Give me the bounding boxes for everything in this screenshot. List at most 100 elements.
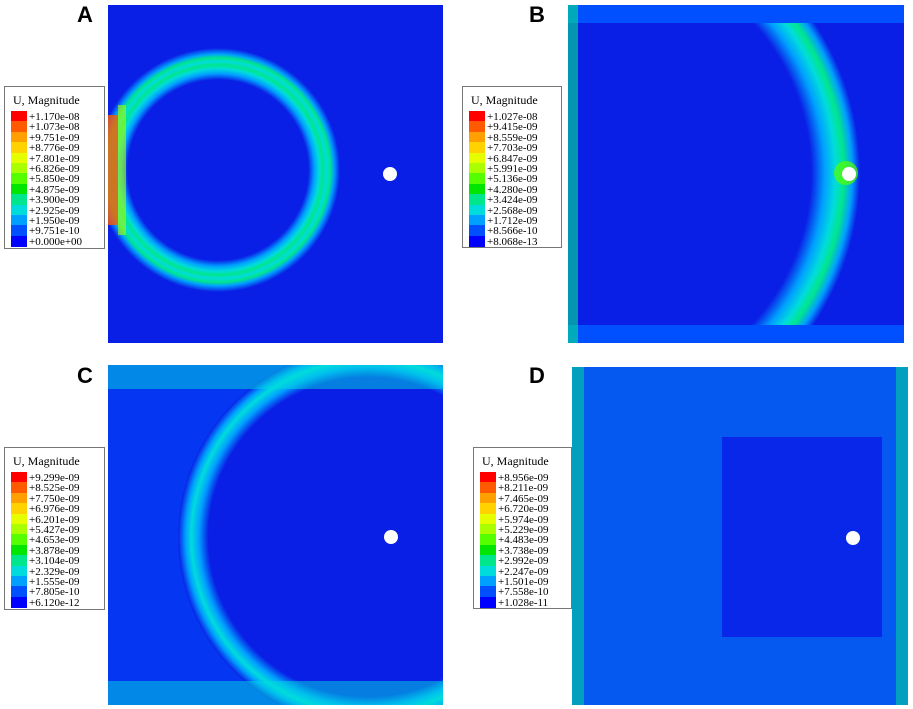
legend-swatch <box>11 503 27 515</box>
panel-b: B U, Magnitude <box>456 0 913 350</box>
reflection-left <box>572 367 584 705</box>
legend-value: +5.974e-09 <box>498 513 549 526</box>
legend-value: +9.751e-09 <box>29 131 80 144</box>
panel-a: A U, Magnit <box>0 0 456 350</box>
legend-swatch <box>469 111 485 122</box>
legend-swatch <box>480 524 496 535</box>
legend-value: +8.559e-09 <box>487 131 538 144</box>
legend-swatch <box>11 596 27 608</box>
legend-value: +1.170e-08 <box>29 111 80 123</box>
legend-swatch <box>11 111 27 122</box>
legend-value: +1.501e-09 <box>498 576 549 588</box>
legend-value: +3.738e-09 <box>498 544 549 557</box>
legend: U, Magnitude +1.027e-08 +9.415e-09 +8.559e… <box>462 86 562 248</box>
legend-swatch <box>11 534 27 546</box>
reflection-right <box>896 367 908 705</box>
legend-value: +4.653e-09 <box>29 534 80 547</box>
legend-value: +1.555e-09 <box>29 576 80 588</box>
reflection-bottom <box>568 325 904 343</box>
legend-value: +3.424e-09 <box>487 194 538 207</box>
legend-swatch <box>469 152 485 164</box>
hole <box>842 167 856 181</box>
legend-value: +6.976e-09 <box>29 503 80 516</box>
legend-value: +8.525e-09 <box>29 482 80 495</box>
legend-value: +2.992e-09 <box>498 555 549 568</box>
legend-swatch <box>11 555 27 567</box>
legend-value: +7.465e-09 <box>498 492 549 505</box>
legend-value: +4.280e-09 <box>487 183 538 196</box>
legend-swatch <box>480 555 496 567</box>
legend-swatch <box>11 235 27 247</box>
legend-value: +8.776e-09 <box>29 142 80 155</box>
legend-swatch <box>11 576 27 587</box>
legend-swatch <box>469 163 485 174</box>
legend-value: +4.483e-09 <box>498 534 549 547</box>
legend-swatch <box>11 492 27 504</box>
legend-value: +9.299e-09 <box>29 472 80 484</box>
legend-swatch <box>11 225 27 237</box>
legend-swatch <box>480 586 496 598</box>
legend-swatch <box>480 482 496 494</box>
legend-swatch <box>469 235 485 247</box>
legend-swatch <box>469 183 485 195</box>
legend-swatch <box>11 215 27 226</box>
legend-swatch <box>11 163 27 174</box>
legend-value: +2.329e-09 <box>29 565 80 578</box>
hole <box>846 531 860 545</box>
legend-value: +7.801e-09 <box>29 152 80 165</box>
wave-ring <box>108 48 340 292</box>
panel-letter: B <box>529 2 545 27</box>
legend: U, Magnitude +9.299e-09 +8.525e-09 +7.750e… <box>4 447 105 610</box>
legend-title: U, Magnitude <box>471 93 538 107</box>
legend-swatch <box>11 565 27 577</box>
hole <box>383 167 397 181</box>
legend-swatch <box>11 472 27 483</box>
legend-swatch <box>11 204 27 216</box>
legend-swatch <box>480 596 496 608</box>
legend-value: +1.028e-11 <box>498 596 549 609</box>
panel-letter: C <box>77 363 93 388</box>
legend-swatch <box>11 544 27 556</box>
legend-swatch <box>469 194 485 206</box>
legend-value: +6.847e-09 <box>487 152 538 165</box>
legend-value: +7.558e-10 <box>498 586 549 599</box>
legend-value: +3.104e-09 <box>29 555 80 568</box>
legend-swatch <box>480 503 496 515</box>
legend-value: +6.201e-09 <box>29 513 80 526</box>
legend-value: +1.950e-09 <box>29 215 80 227</box>
legend-swatch <box>11 513 27 525</box>
legend-value: +8.068e-13 <box>487 235 538 248</box>
legend-title: U, Magnitude <box>482 454 549 468</box>
legend-value: +9.751e-10 <box>29 225 80 238</box>
contour-plot <box>572 367 908 705</box>
legend-swatch <box>11 183 27 195</box>
legend-swatch <box>11 586 27 598</box>
legend-swatch <box>469 225 485 237</box>
panel-letter: D <box>529 363 545 388</box>
legend-value: +1.712e-09 <box>487 215 538 227</box>
legend-swatch <box>11 173 27 185</box>
legend-swatch <box>11 194 27 206</box>
legend-value: +5.229e-09 <box>498 524 549 536</box>
legend-swatch <box>469 204 485 216</box>
legend-swatch <box>469 142 485 154</box>
legend-value: +5.427e-09 <box>29 524 80 536</box>
legend-value: +4.875e-09 <box>29 183 80 196</box>
legend-swatch <box>480 472 496 483</box>
legend-value: +3.900e-09 <box>29 194 80 207</box>
reflection-bottom <box>108 681 443 705</box>
legend-swatch <box>469 121 485 133</box>
legend-title: U, Magnitude <box>13 93 80 107</box>
legend-value: +5.136e-09 <box>487 173 538 186</box>
legend-value: +1.027e-08 <box>487 111 538 123</box>
legend-swatch <box>11 131 27 143</box>
contour-plot <box>108 365 443 705</box>
legend: U, Magnitude +1.170e-08 +1.073e-08 +9.751e… <box>4 86 105 249</box>
legend-value: +7.703e-09 <box>487 142 538 155</box>
legend-value: +1.073e-08 <box>29 121 80 134</box>
panel-d: D U, Magnitude +8.956e-09 +8.211e-09 +7.46… <box>456 355 913 709</box>
wave-ring <box>568 5 860 343</box>
legend-value: +0.000e+00 <box>29 235 83 248</box>
legend-title: U, Magnitude <box>13 454 80 468</box>
legend-value: +6.720e-09 <box>498 503 549 516</box>
